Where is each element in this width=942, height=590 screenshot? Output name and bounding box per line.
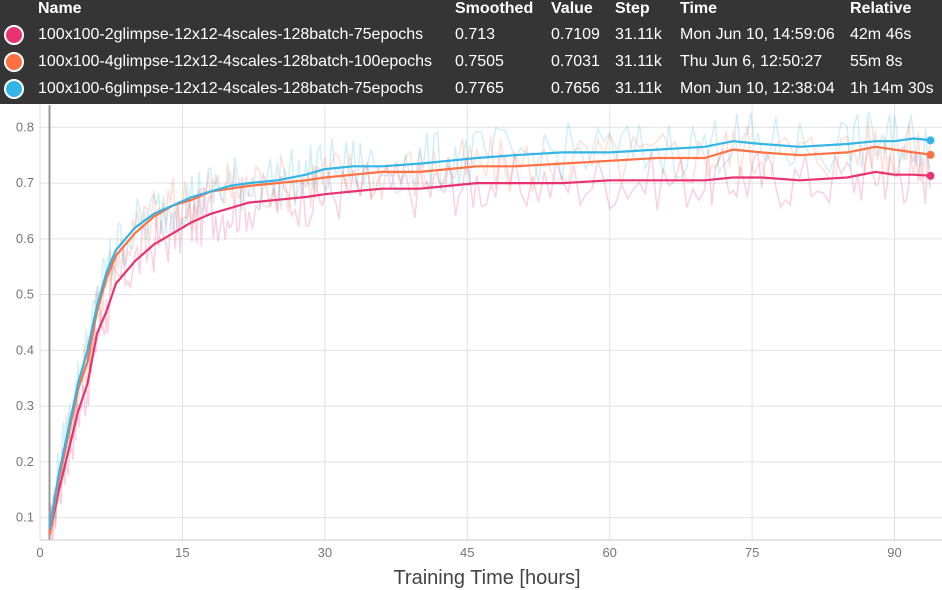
y-tick-label: 0.7 [16,175,34,190]
header-relative: Relative [850,0,912,17]
y-tick-label: 0.1 [16,510,34,525]
step-value: 31.11k [615,80,662,97]
tooltip-table: Name Smoothed Value Step Time Relative 1… [0,0,942,104]
y-tick-label: 0.3 [16,398,34,413]
x-axis-label: Training Time [hours] [393,567,580,589]
time-value: Mon Jun 10, 12:38:04 [680,80,835,97]
smoothed-value: 0.7765 [455,80,504,97]
tooltip-row: 100x100-2glimpse-12x12-4scales-128batch-… [0,22,942,48]
x-tick-label: 45 [460,545,474,560]
tooltip-header-row: Name Smoothed Value Step Time Relative [0,0,942,22]
y-tick-label: 0.5 [16,287,34,302]
series-swatch-icon [4,52,24,72]
series-end-point [926,150,935,159]
series-end-point [926,171,935,180]
time-value: Mon Jun 10, 14:59:06 [680,26,835,43]
y-tick-label: 0.4 [16,342,34,357]
relative-value: 42m 46s [850,26,912,43]
series-raw-line [48,111,931,538]
series-raw-line [48,147,931,541]
tooltip-row: 100x100-6glimpse-12x12-4scales-128batch-… [0,76,942,102]
series-line [48,170,933,535]
run-name: 100x100-2glimpse-12x12-4scales-128batch-… [38,26,424,43]
relative-value: 55m 8s [850,53,903,70]
smoothed-value: 0.7505 [455,53,504,70]
series-line [48,137,933,529]
tooltip-row: 100x100-4glimpse-12x12-4scales-128batch-… [0,49,942,75]
header-name: Name [38,0,82,17]
header-smoothed: Smoothed [455,0,534,17]
header-value: Value [551,0,593,17]
step-value: 31.11k [615,26,662,43]
series-line [48,145,933,535]
x-tick-label: 60 [602,545,616,560]
header-step: Step [615,0,650,17]
header-time: Time [680,0,718,17]
series-swatch-icon [4,25,24,45]
y-tick-label: 0.6 [16,231,34,246]
x-tick-label: 15 [175,545,189,560]
step-value: 31.11k [615,53,662,70]
smoothed-value: 0.713 [455,26,496,43]
run-name: 100x100-4glimpse-12x12-4scales-128batch-… [38,53,433,70]
x-tick-label: 30 [318,545,332,560]
series-end-point [926,136,935,145]
series-swatch-icon [4,79,24,99]
y-tick-label: 0.8 [16,119,34,134]
raw-value: 0.7656 [551,80,600,97]
raw-value: 0.7109 [551,26,600,43]
x-tick-label: 0 [36,545,43,560]
raw-value: 0.7031 [551,53,600,70]
time-value: Thu Jun 6, 12:50:27 [680,53,823,70]
run-name: 100x100-6glimpse-12x12-4scales-128batch-… [38,80,424,97]
relative-value: 1h 14m 30s [850,80,934,97]
x-tick-label: 90 [887,545,901,560]
y-tick-label: 0.2 [16,454,34,469]
x-tick-label: 75 [745,545,759,560]
